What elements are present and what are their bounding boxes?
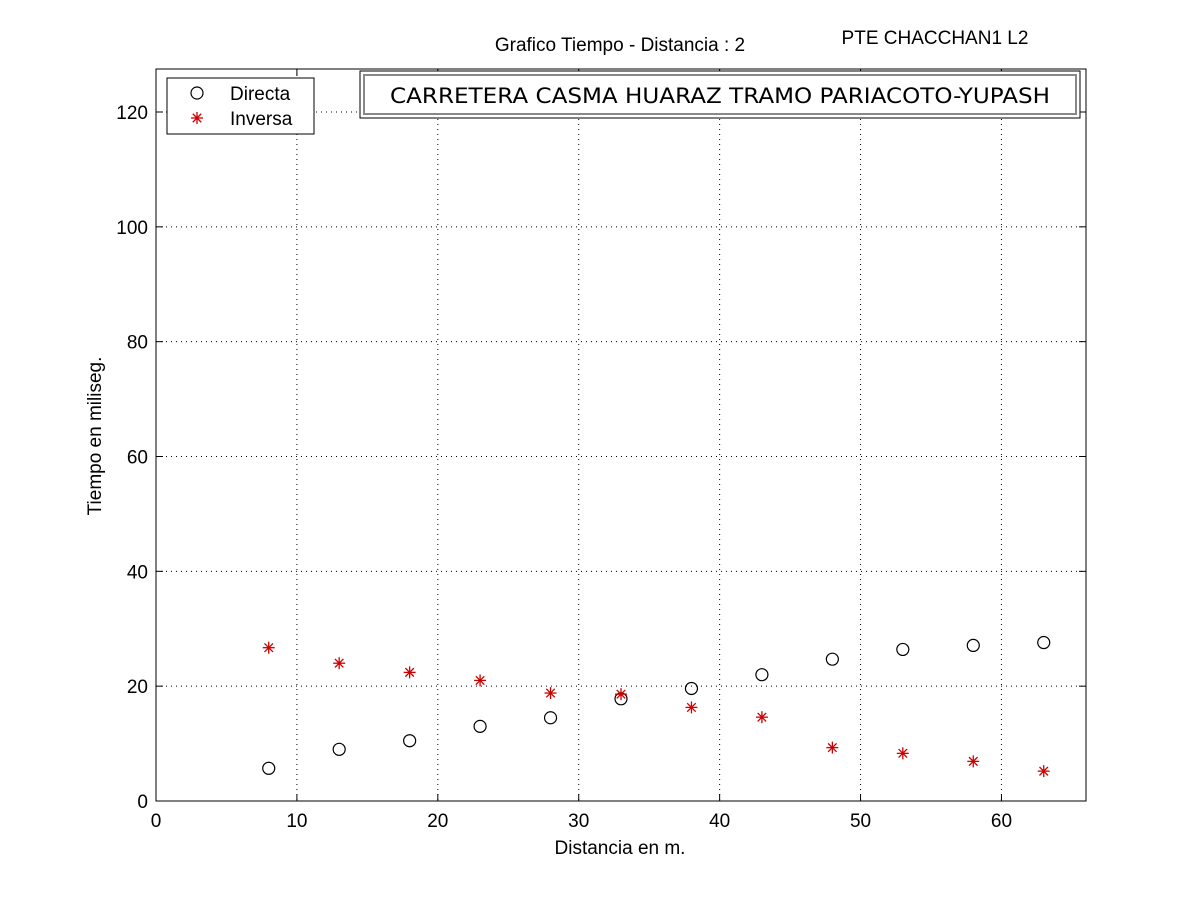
- data-point-inversa: [1037, 765, 1050, 778]
- data-point-directa: [262, 761, 276, 775]
- legend-label-directa: Directa: [230, 84, 291, 105]
- data-point-inversa: [826, 741, 839, 754]
- plot-area: [156, 69, 1086, 801]
- x-tick-label: 60: [991, 811, 1012, 832]
- data-point-inversa: [474, 674, 487, 687]
- y-tick-label: 40: [127, 562, 148, 583]
- legend-label-inversa: Inversa: [230, 109, 293, 130]
- x-tick-label: 0: [151, 811, 162, 832]
- y-tick-label: 60: [127, 448, 148, 469]
- banner-inner-frame: [363, 74, 1077, 115]
- y-tick-label: 80: [127, 333, 148, 354]
- legend-star-glyph: [191, 112, 203, 124]
- y-tick-label: 0: [137, 792, 148, 813]
- legend-marker-inversa: [191, 112, 203, 124]
- data-point-directa: [543, 711, 558, 725]
- y-tick-label: 120: [116, 103, 148, 124]
- chart-title: Grafico Tiempo - Distancia : 2: [495, 35, 745, 56]
- data-point-inversa: [685, 701, 698, 714]
- data-point-directa: [403, 734, 417, 748]
- y-tick-label: 100: [116, 218, 148, 239]
- x-tick-label: 40: [709, 811, 730, 832]
- data-point-directa: [966, 638, 980, 653]
- data-point-directa: [896, 642, 910, 657]
- data-point-inversa: [333, 657, 346, 670]
- plot-frame: [155, 68, 1087, 802]
- data-point-inversa: [967, 755, 980, 768]
- data-point-directa: [473, 719, 487, 733]
- axis-ticks: 0 10 20 30 40 50 60 0 20 40 60 80 100 120: [116, 69, 1086, 832]
- y-tick-label: 20: [127, 677, 148, 698]
- data-point-directa: [1037, 635, 1051, 650]
- x-tick-label: 30: [568, 811, 589, 832]
- chart-header-right: PTE CHACCHAN1 L2: [842, 28, 1029, 49]
- banner-text: CARRETERA CASMA HUARAZ TRAMO PARIACOTO-Y…: [390, 84, 1050, 108]
- legend-box: [166, 77, 315, 135]
- data-point-inversa: [262, 641, 275, 654]
- data-point-inversa: [403, 666, 416, 679]
- x-tick-label: 50: [850, 811, 871, 832]
- data-point-inversa: [615, 688, 627, 701]
- x-tick-label: 20: [427, 811, 448, 832]
- x-axis-label: Distancia en m.: [555, 838, 686, 859]
- data-point-inversa: [896, 747, 909, 760]
- project-banner: CARRETERA CASMA HUARAZ TRAMO PARIACOTO-Y…: [359, 70, 1081, 119]
- data-point-directa: [825, 652, 839, 666]
- y-axis-label: Tiempo en miliseg.: [85, 357, 106, 516]
- legend-marker-directa: [190, 86, 204, 100]
- data-point-directa: [332, 742, 346, 756]
- data-point-directa: [755, 668, 769, 682]
- legend: Directa Inversa: [166, 77, 315, 135]
- x-tick-label: 10: [286, 811, 307, 832]
- data-point-inversa: [544, 687, 557, 700]
- data-point-directa: [684, 681, 699, 696]
- data-point-inversa: [755, 711, 768, 724]
- data-points: [262, 635, 1051, 778]
